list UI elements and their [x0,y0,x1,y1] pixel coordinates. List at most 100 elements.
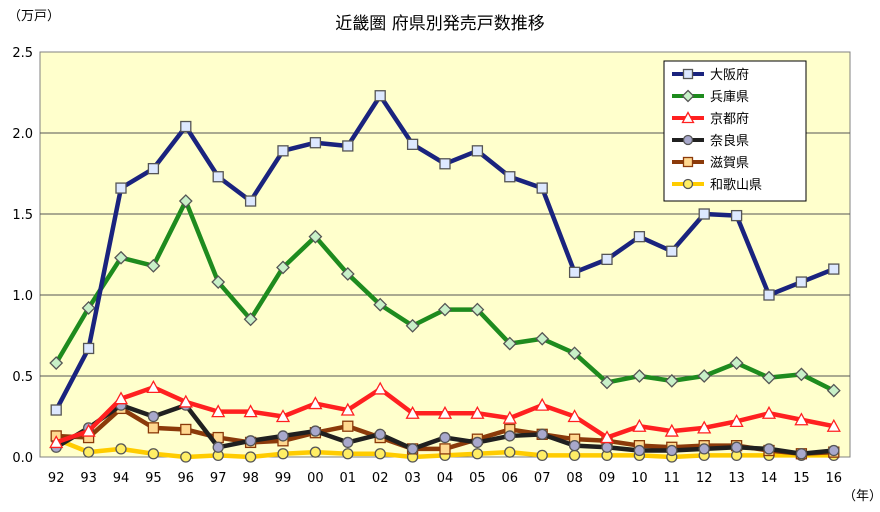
data-point [342,448,354,460]
data-point [729,414,744,428]
series-group [49,90,841,463]
legend-marker [682,156,694,168]
data-point [439,443,451,455]
data-point [763,289,775,301]
data-point [244,451,257,463]
data-point [211,275,226,289]
data-point [828,444,840,457]
data-point [405,405,420,419]
data-point [730,441,743,453]
data-point [147,422,160,434]
data-point [795,448,808,460]
data-point [600,375,614,390]
data-point [470,405,485,419]
data-point [114,250,128,265]
data-point [471,448,484,460]
x-tick-label: 11 [664,471,681,486]
data-point [535,397,550,411]
data-point [276,260,290,275]
data-point [826,383,841,398]
data-point [243,404,258,418]
data-point [340,402,355,416]
legend-label: 大阪府 [710,68,749,83]
data-point [406,443,419,455]
data-point [697,369,712,383]
x-tick-label: 97 [210,471,227,486]
data-point [568,266,581,278]
data-point [405,318,420,333]
data-point [664,423,679,437]
data-point [439,158,451,170]
data-point [342,420,354,432]
data-point [666,444,678,457]
data-point [439,431,451,444]
data-point [535,331,550,346]
data-point [698,443,710,455]
x-tick-label: 12 [696,471,713,486]
data-point [49,435,64,449]
legend-label: 奈良県 [710,133,749,149]
data-point [761,405,777,419]
data-point [212,441,224,453]
data-point [536,428,548,440]
legend-label: 京都府 [710,112,749,127]
data-point [275,409,291,423]
x-tick-label: 15 [793,471,810,486]
data-point [536,449,548,462]
data-point [504,430,516,442]
x-tick-label: 06 [502,471,519,486]
series-京都府 [49,379,841,449]
y-tick-label: 2.5 [12,46,33,61]
data-point [178,194,193,208]
legend-item: 奈良県 [672,133,749,149]
data-point [277,448,289,460]
data-point [113,391,129,405]
data-point [342,436,354,449]
legend-box [663,60,807,202]
legend-label: 和歌山県 [710,178,762,193]
data-point [763,443,775,455]
data-point [568,440,581,452]
data-point [180,451,192,463]
x-tick-label: 07 [534,471,551,486]
data-point [471,436,484,449]
data-point [81,423,96,437]
data-point [601,441,613,453]
data-point [180,120,192,133]
x-tick-label: 10 [631,471,648,486]
data-point [147,410,160,423]
data-point [81,301,96,315]
y-tick-label: 0.0 [12,451,33,466]
data-point [147,448,160,460]
series-兵庫県 [49,194,841,398]
data-point [664,373,679,388]
data-point [502,336,517,351]
data-point [342,140,354,152]
data-point [567,409,582,423]
data-point [374,90,386,102]
x-tick-label: 94 [113,471,130,486]
data-point [180,423,192,436]
data-point [698,208,710,220]
x-tick-label: 04 [437,471,454,486]
data-point [633,444,646,457]
data-point [374,428,386,440]
x-tick-label: 00 [307,471,324,486]
data-point [211,404,226,418]
data-point [308,396,323,410]
data-point [470,302,485,317]
x-tick-label: 16 [826,471,843,486]
x-tick-label: 08 [566,471,583,486]
data-point [308,229,323,244]
data-point [828,263,840,275]
x-tick-label: 92 [48,471,65,486]
data-point [762,370,776,385]
legend-marker [682,178,694,190]
data-point [373,297,388,312]
x-tick-label: 93 [80,471,97,486]
x-tick-label: 98 [242,471,259,486]
data-point [49,356,64,370]
x-tick-label: 02 [372,471,389,486]
y-tick-label: 1.5 [12,208,33,223]
data-point [633,231,646,243]
